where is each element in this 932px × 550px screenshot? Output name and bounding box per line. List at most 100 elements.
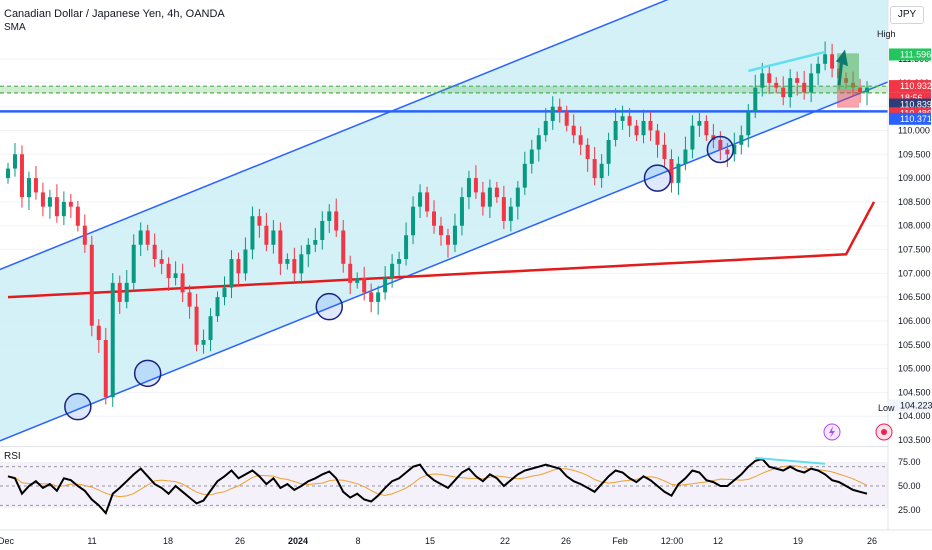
candle-body bbox=[739, 135, 744, 145]
candle-body bbox=[613, 120, 618, 140]
candle-body bbox=[543, 120, 548, 136]
candle-body bbox=[257, 216, 262, 226]
time-tick-label: 12 bbox=[713, 536, 723, 546]
candle-body bbox=[655, 130, 660, 145]
candle-body bbox=[110, 282, 115, 398]
candle-body bbox=[725, 149, 730, 155]
candle-body bbox=[103, 340, 108, 398]
low-marker-label: 104.223 bbox=[900, 401, 932, 411]
price-axis[interactable]: 111.622111.500111.000110.500110.000109.5… bbox=[889, 48, 932, 445]
candle-body bbox=[96, 325, 101, 340]
candle-body bbox=[117, 282, 122, 302]
price-marker bbox=[889, 80, 931, 93]
candle-body bbox=[662, 144, 667, 160]
price-marker bbox=[889, 112, 931, 125]
time-tick-label: 15 bbox=[425, 536, 435, 546]
candle-body bbox=[487, 187, 492, 207]
candle-body bbox=[711, 135, 716, 140]
candle-body bbox=[390, 263, 395, 279]
chart-title: Canadian Dollar / Japanese Yen, 4h, OAND… bbox=[4, 8, 225, 20]
candle-body bbox=[697, 120, 702, 126]
currency-button[interactable]: JPY bbox=[890, 6, 924, 24]
candle-body bbox=[264, 225, 269, 245]
candle-body bbox=[690, 125, 695, 150]
candle-body bbox=[501, 197, 506, 221]
touch-circle bbox=[315, 292, 344, 321]
lightning-icon[interactable] bbox=[823, 423, 841, 441]
candle-body bbox=[411, 206, 416, 236]
candle-body bbox=[445, 235, 450, 245]
candle-body bbox=[145, 230, 150, 245]
candle-body bbox=[33, 178, 38, 193]
candle-body bbox=[571, 125, 576, 136]
annotations bbox=[747, 49, 859, 108]
candle-body bbox=[522, 163, 527, 188]
candle-body bbox=[229, 259, 234, 288]
candle-body bbox=[418, 192, 423, 207]
candle-body bbox=[159, 259, 164, 264]
rsi-label: RSI bbox=[4, 451, 21, 462]
price-tick-label: 109.000 bbox=[898, 173, 931, 183]
touch-circle bbox=[706, 135, 735, 164]
candle-body bbox=[585, 144, 590, 160]
candle-body bbox=[404, 235, 409, 260]
time-tick-label: 26 bbox=[235, 536, 245, 546]
candle-body bbox=[802, 82, 807, 93]
stop-box bbox=[837, 89, 859, 108]
divergence-line-rsi bbox=[755, 456, 826, 465]
candle-body bbox=[376, 292, 381, 302]
candle-body bbox=[278, 230, 283, 264]
candle-body bbox=[369, 292, 374, 302]
candle-body bbox=[208, 316, 213, 340]
price-tick-label: 108.500 bbox=[898, 197, 931, 207]
candle-body bbox=[306, 244, 311, 255]
candle-body bbox=[480, 192, 485, 207]
time-tick-label: 8 bbox=[355, 536, 360, 546]
candle-body bbox=[746, 111, 751, 136]
candle-body bbox=[606, 140, 611, 164]
candle-body bbox=[355, 278, 360, 283]
divergence-line-price bbox=[747, 50, 826, 73]
candle-body bbox=[578, 135, 583, 145]
candles bbox=[6, 41, 870, 407]
price-marker-label: 110.932 bbox=[900, 81, 932, 91]
price-tick-label: 105.000 bbox=[898, 364, 931, 374]
price-tick-label: 105.500 bbox=[898, 340, 931, 350]
candle-body bbox=[536, 135, 541, 150]
candle-body bbox=[830, 54, 835, 69]
time-tick-label: Feb bbox=[612, 536, 628, 546]
candle-body bbox=[47, 197, 52, 207]
candle-body bbox=[138, 230, 143, 245]
candle-body bbox=[89, 244, 94, 326]
candle-body bbox=[397, 259, 402, 264]
candle-body bbox=[557, 106, 562, 112]
price-tick-label: 107.000 bbox=[898, 268, 931, 278]
price-tick-label: 104.500 bbox=[898, 387, 931, 397]
candle-body bbox=[774, 82, 779, 88]
candle-body bbox=[718, 140, 723, 150]
price-marker-label: 111.596 bbox=[900, 49, 931, 59]
candle-body bbox=[676, 163, 681, 183]
candle-body bbox=[215, 297, 220, 317]
rsi-axis: 75.00 50.00 25.00 bbox=[898, 457, 921, 515]
candle-body bbox=[466, 178, 471, 198]
candle-body bbox=[515, 187, 520, 207]
event-icon[interactable] bbox=[875, 423, 893, 441]
touch-circle bbox=[64, 392, 92, 421]
candle-body bbox=[166, 263, 171, 279]
pane-divider bbox=[0, 446, 888, 447]
candle-body bbox=[858, 87, 863, 93]
time-axis[interactable]: Dec 11 18 26 2024 8 15 22 26 Feb 12:00 12 19 26 bbox=[0, 536, 877, 546]
candle-body bbox=[82, 225, 87, 245]
touch-circles bbox=[64, 135, 735, 421]
touch-circle bbox=[133, 359, 162, 388]
time-tick-label: 18 bbox=[163, 536, 173, 546]
candle-body bbox=[40, 192, 45, 207]
candle-body bbox=[529, 149, 534, 164]
time-tick-label: Dec bbox=[0, 536, 14, 546]
candle-body bbox=[348, 263, 353, 283]
candle-body bbox=[362, 278, 367, 293]
time-tick-label: 26 bbox=[867, 536, 877, 546]
candle-body bbox=[452, 225, 457, 245]
